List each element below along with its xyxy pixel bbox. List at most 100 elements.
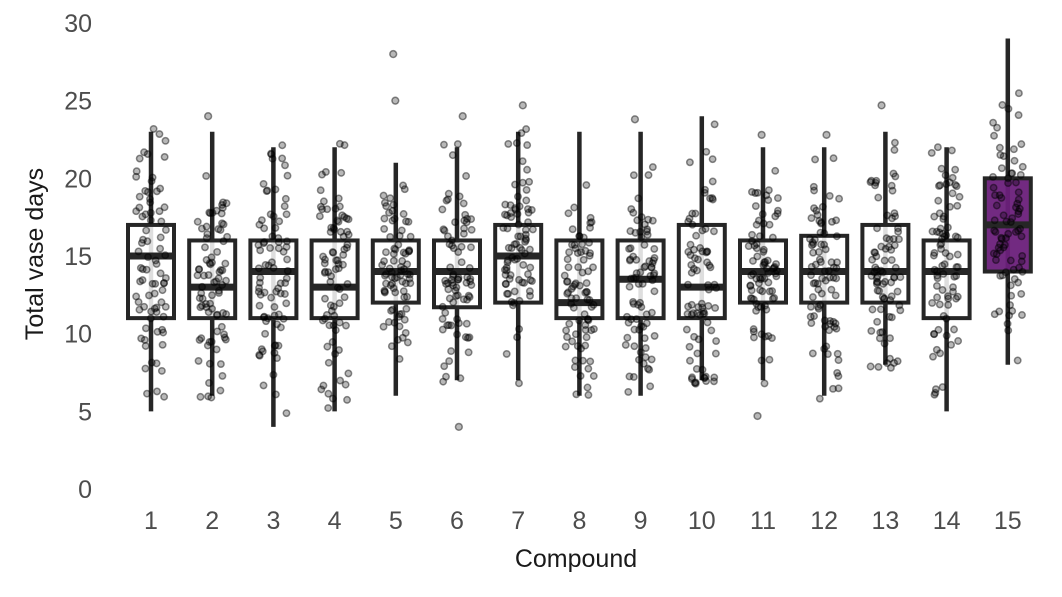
jitter-point <box>808 293 817 302</box>
jitter-point <box>398 333 407 342</box>
jitter-point <box>945 252 954 261</box>
jitter-point <box>1007 169 1016 178</box>
jitter-point <box>197 334 206 343</box>
jitter-point <box>941 249 950 257</box>
jitter-point <box>568 240 576 249</box>
jitter-point <box>625 244 634 253</box>
jitter-point <box>281 279 290 287</box>
jitter-point <box>568 337 577 346</box>
jitter-point <box>316 202 325 211</box>
jitter-point <box>501 279 510 288</box>
outlier-point <box>389 49 398 59</box>
jitter-point <box>337 168 346 177</box>
jitter-point <box>210 278 219 287</box>
jitter-point <box>452 292 461 300</box>
jitter-point <box>818 202 827 211</box>
jitter-point <box>336 227 345 236</box>
jitter-point <box>885 235 894 244</box>
jitter-point <box>218 203 227 212</box>
jitter-point <box>951 232 960 241</box>
jitter-point <box>645 365 654 374</box>
jitter-point <box>647 263 656 272</box>
jitter-point <box>701 185 709 194</box>
jitter-point <box>457 242 466 251</box>
jitter-point <box>465 264 474 272</box>
box-iqr <box>493 222 544 305</box>
jitter-point <box>563 289 572 298</box>
jitter-point <box>268 154 277 163</box>
jitter-point <box>444 321 453 330</box>
jitter-point <box>390 318 399 327</box>
jitter-point <box>814 248 823 256</box>
jitter-point <box>567 294 576 303</box>
x-tick-label: 4 <box>328 507 342 535</box>
jitter-point <box>259 179 268 188</box>
jitter-point <box>649 256 658 265</box>
jitter-point <box>887 292 896 301</box>
jitter-point <box>1005 311 1014 320</box>
jitter-point <box>218 201 227 209</box>
jitter-point <box>831 319 840 328</box>
jitter-point <box>994 243 1003 252</box>
jitter-point <box>454 273 463 282</box>
jitter-point <box>446 263 455 272</box>
jitter-point <box>746 294 755 303</box>
jitter-point <box>693 349 702 358</box>
jitter-point <box>515 275 523 284</box>
jitter-point <box>890 146 899 154</box>
jitter-point <box>317 385 326 394</box>
jitter-point <box>448 278 457 287</box>
jitter-point <box>821 322 830 331</box>
jitter-point <box>202 234 211 242</box>
jitter-point <box>401 279 410 288</box>
jitter-point <box>698 226 707 235</box>
jitter-point <box>954 337 963 345</box>
jitter-point <box>577 248 585 257</box>
jitter-point <box>331 326 340 335</box>
jitter-point <box>270 311 279 320</box>
jitter-point <box>526 291 534 300</box>
jitter-point <box>256 246 265 255</box>
jitter-point <box>640 240 649 249</box>
jitter-point <box>204 392 213 401</box>
jitter-point <box>213 327 222 336</box>
jitter-point <box>222 199 231 208</box>
jitter-point <box>771 166 780 175</box>
x-tick-label: 15 <box>994 507 1022 535</box>
jitter-point <box>754 303 763 312</box>
jitter-point <box>868 255 877 264</box>
jitter-point <box>459 199 468 208</box>
jitter-point <box>832 264 841 273</box>
jitter-point <box>465 293 474 302</box>
jitter-point <box>509 301 517 310</box>
jitter-point <box>334 194 343 203</box>
jitter-point <box>578 268 587 277</box>
jitter-point <box>818 274 827 283</box>
jitter-point <box>146 195 154 203</box>
jitter-point <box>584 316 593 325</box>
jitter-point <box>999 243 1008 252</box>
jitter-point <box>1017 140 1026 149</box>
jitter-point <box>938 229 947 238</box>
jitter-point <box>765 220 774 229</box>
jitter-point <box>995 143 1004 152</box>
jitter-point <box>890 273 899 282</box>
jitter-point <box>586 218 595 227</box>
jitter-point <box>939 215 948 223</box>
jitter-point <box>510 287 519 296</box>
jitter-point <box>623 312 631 321</box>
jitter-point <box>157 366 166 375</box>
jitter-point <box>690 332 699 341</box>
jitter-point <box>449 281 458 290</box>
jitter-point <box>890 209 899 218</box>
jitter-point <box>696 310 705 319</box>
boxplot-boxes <box>126 38 1033 427</box>
jitter-point <box>563 255 572 264</box>
jitter-point <box>161 226 170 234</box>
jitter-point <box>752 240 761 248</box>
jitter-point <box>995 191 1004 200</box>
jitter-point <box>770 263 778 272</box>
jitter-point <box>933 271 942 280</box>
jitter-point <box>636 298 644 307</box>
jitter-point <box>344 369 353 378</box>
